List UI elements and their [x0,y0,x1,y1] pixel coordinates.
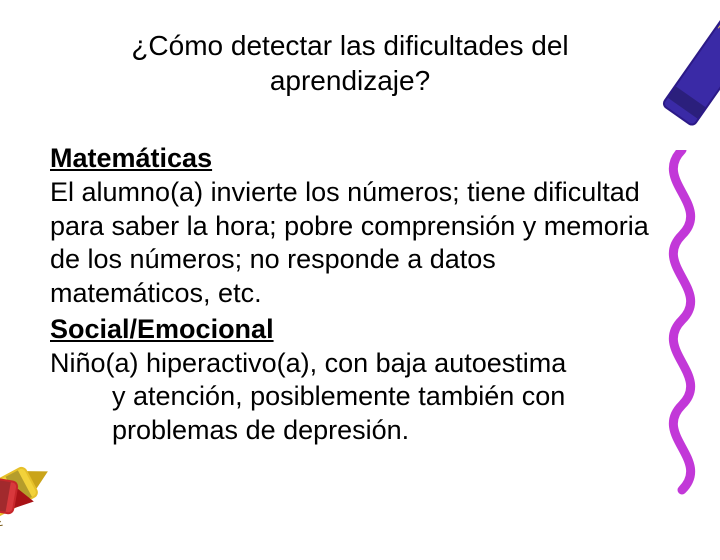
paragraph-social-line1: Niño(a) hiperactivo(a), con baja autoest… [50,347,650,381]
paragraph-math: El alumno(a) invierte los números; tiene… [50,176,650,311]
paragraph-social-line2: y atención, posiblemente también con [112,380,650,414]
slide-body: Matemáticas El alumno(a) invierte los nú… [50,142,650,448]
slide: ¿Cómo detectar las dificultades del apre… [0,0,720,540]
heading-social: Social/Emocional [50,313,650,347]
paragraph-social-line3: problemas de depresión. [112,414,650,448]
slide-title: ¿Cómo detectar las dificultades del apre… [50,28,650,98]
heading-math: Matemáticas [50,142,650,176]
